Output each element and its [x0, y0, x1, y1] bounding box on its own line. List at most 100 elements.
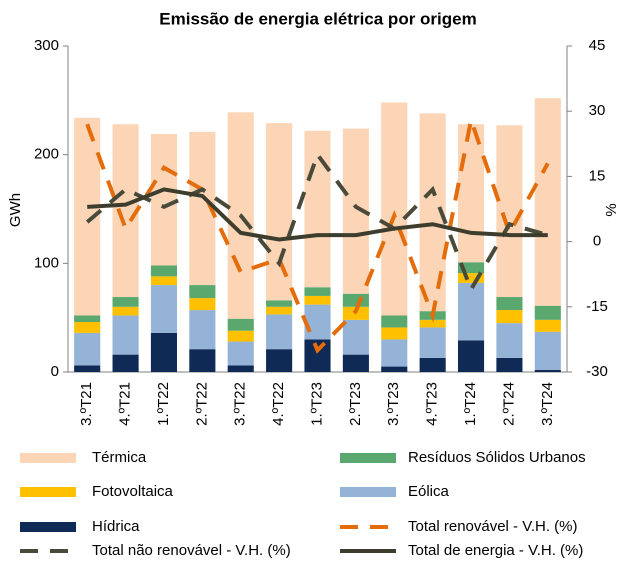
bar-segment	[534, 331, 561, 370]
x-tick-label: 3.ºT22	[232, 382, 249, 426]
bar-segment	[74, 332, 101, 366]
y2-tick-label: 45	[589, 37, 606, 54]
legend-label: Total renovável - V.H. (%)	[408, 518, 578, 535]
bar-segment	[419, 319, 446, 328]
legend-label: Resíduos Sólidos Urbanos	[408, 449, 586, 466]
legend-swatch	[340, 487, 396, 497]
bar-segment	[304, 287, 331, 296]
bar-segment	[304, 339, 331, 372]
bar-segment	[342, 319, 369, 355]
bar-segment	[381, 102, 408, 316]
bar-segment	[457, 282, 485, 341]
bar-segment	[534, 305, 561, 320]
bar-segment	[266, 306, 293, 315]
x-tick-label: 3.ºT24	[539, 382, 556, 426]
bar-segment	[150, 285, 178, 333]
y2-tick-label: -15	[586, 298, 608, 315]
x-tick-label: 2.ºT22	[193, 382, 210, 426]
bar-segment	[496, 125, 523, 298]
y-tick-label: 0	[51, 363, 59, 380]
bar-segment	[342, 354, 369, 372]
bar-segment	[534, 98, 561, 306]
y-tick-label: 100	[34, 254, 59, 271]
bar-segment	[304, 130, 331, 288]
bar-segment	[189, 298, 216, 311]
bar-segment	[112, 315, 139, 355]
bar-segment	[304, 304, 331, 340]
bar-segment	[150, 276, 178, 286]
bar-segment	[534, 369, 561, 372]
bar-segment	[381, 366, 408, 372]
bar-segment	[381, 327, 408, 340]
x-tick-label: 1.ºT22	[155, 382, 172, 426]
x-tick-label: 1.ºT24	[462, 382, 479, 426]
bar-segment	[419, 327, 446, 358]
y2-tick-label: -30	[586, 363, 608, 380]
x-tick-label: 3.ºT21	[78, 382, 95, 426]
bar-segment	[150, 265, 178, 277]
bar-segment	[457, 262, 485, 274]
y2-tick-label: 15	[589, 167, 606, 184]
y-tick-label: 200	[34, 146, 59, 163]
bar-segment	[457, 273, 485, 283]
x-tick-label: 4.ºT21	[117, 382, 134, 426]
legend-label: Eólica	[408, 483, 450, 500]
bar-segment	[150, 332, 178, 372]
bar-segment	[266, 349, 293, 372]
legend-swatch	[340, 453, 396, 463]
legend-label: Hídrica	[92, 518, 140, 535]
bar-segment	[74, 315, 101, 323]
legend-label: Total não renovável - V.H. (%)	[92, 542, 291, 559]
bar-segment	[74, 322, 101, 333]
bar-segment	[112, 297, 139, 307]
bar-segment	[227, 318, 254, 331]
bar-segment	[496, 297, 523, 311]
bar-segment	[227, 365, 254, 372]
bar-segment	[266, 123, 293, 301]
legend-swatch	[20, 487, 76, 497]
line-series	[85, 150, 549, 295]
bar-segment	[189, 285, 216, 299]
x-tick-label: 3.ºT23	[385, 382, 402, 426]
bar-segment	[266, 314, 293, 350]
legend-label: Fotovoltaica	[92, 483, 174, 500]
bar-segment	[342, 293, 369, 307]
bar-segment	[496, 323, 523, 358]
bar-segment	[112, 354, 139, 372]
bar-segment	[304, 295, 331, 305]
bar-segment	[266, 300, 293, 307]
x-tick-label: 2.ºT24	[500, 382, 517, 426]
bar-segment	[227, 330, 254, 342]
legend-label: Total de energia - V.H. (%)	[408, 542, 583, 559]
x-tick-label: 4.ºT23	[424, 382, 441, 426]
bar-segment	[534, 319, 561, 332]
chart-title: Emissão de energia elétrica por origem	[159, 9, 476, 28]
y2-tick-label: 0	[593, 233, 601, 250]
bar-segment	[457, 340, 485, 372]
bar-segment	[189, 349, 216, 372]
bar-segment	[112, 306, 139, 316]
legend-swatch	[20, 522, 76, 532]
bar-segment	[381, 315, 408, 328]
bar-segment	[381, 339, 408, 367]
x-tick-label: 4.ºT22	[270, 382, 287, 426]
line-series	[85, 112, 550, 354]
legend-swatch	[20, 453, 76, 463]
bar-segment	[189, 310, 216, 350]
y2-axis-label: %	[603, 203, 620, 216]
y-axis-label: GWh	[7, 193, 24, 227]
bar-segment	[496, 357, 523, 372]
legend-label: Térmica	[92, 449, 147, 466]
bar-segment	[74, 365, 101, 372]
x-tick-label: 2.ºT23	[347, 382, 364, 426]
bar-segment	[150, 134, 178, 266]
y-tick-label: 300	[34, 37, 59, 54]
y2-tick-label: 30	[589, 102, 606, 119]
x-tick-label: 1.ºT23	[308, 382, 325, 426]
bar-segment	[227, 341, 254, 366]
line-series	[87, 187, 548, 242]
bar-segment	[419, 357, 446, 372]
bar-segment	[496, 310, 523, 324]
bar-segment	[457, 124, 485, 263]
